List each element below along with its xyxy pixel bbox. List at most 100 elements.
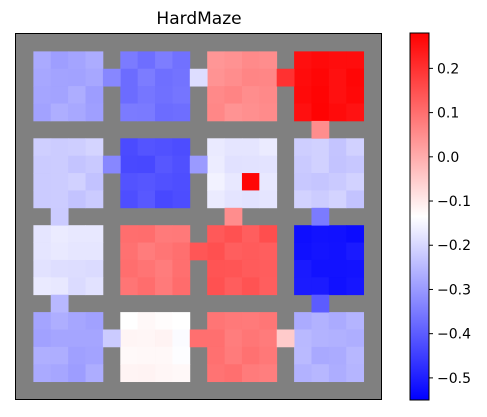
heatmap-cell bbox=[241, 138, 260, 157]
heatmap-cell bbox=[224, 51, 243, 70]
heatmap-cell bbox=[224, 68, 243, 87]
heatmap-cell bbox=[50, 155, 69, 174]
heatmap-cell bbox=[137, 103, 156, 122]
heatmap-cell bbox=[241, 190, 260, 209]
heatmap-cell bbox=[68, 346, 86, 365]
heatmap-cell bbox=[294, 138, 312, 157]
heatmap-cell bbox=[294, 155, 312, 174]
doorway-cell bbox=[224, 207, 243, 226]
heatmap-cell bbox=[172, 346, 191, 365]
maze-heatmap bbox=[16, 34, 381, 399]
heatmap-cell bbox=[346, 103, 365, 122]
doorway-cell bbox=[189, 155, 208, 174]
heatmap-cell bbox=[137, 312, 156, 330]
heatmap-cell-peak bbox=[241, 173, 260, 191]
heatmap-cell bbox=[172, 259, 191, 278]
heatmap-cell bbox=[241, 68, 260, 87]
heatmap-cell bbox=[294, 346, 312, 365]
heatmap-cell bbox=[294, 51, 312, 70]
heatmap-cell bbox=[294, 103, 312, 122]
heatmap-cell bbox=[120, 312, 139, 330]
heatmap-cell bbox=[85, 190, 104, 209]
heatmap-cell bbox=[155, 51, 173, 70]
heatmap-cell bbox=[50, 346, 69, 365]
heatmap-cell bbox=[50, 173, 69, 191]
doorway-cell bbox=[102, 68, 121, 87]
heatmap-cell bbox=[68, 51, 86, 70]
heatmap-cell bbox=[259, 364, 278, 383]
heatmap-cell bbox=[259, 277, 278, 296]
heatmap-cell bbox=[207, 277, 225, 296]
heatmap-cell bbox=[346, 259, 365, 278]
heatmap-cell bbox=[120, 364, 139, 383]
heatmap-cell bbox=[172, 364, 191, 383]
heatmap-cell bbox=[33, 103, 52, 122]
heatmap-cell bbox=[207, 86, 225, 104]
heatmap-cell bbox=[311, 259, 330, 278]
heatmap-cell bbox=[68, 259, 86, 278]
heatmap-cell bbox=[224, 155, 243, 174]
heatmap-cell bbox=[224, 364, 243, 383]
heatmap-cell bbox=[155, 173, 173, 191]
heatmap-cell bbox=[137, 346, 156, 365]
heatmap-cell bbox=[85, 277, 104, 296]
doorway-cell bbox=[311, 120, 330, 139]
heatmap-cell bbox=[50, 51, 69, 70]
heatmap-cell bbox=[120, 190, 139, 209]
heatmap-cell bbox=[294, 190, 312, 209]
heatmap-cell bbox=[137, 173, 156, 191]
heatmap-cell bbox=[33, 86, 52, 104]
heatmap-cell bbox=[172, 225, 191, 243]
heatmap-cell bbox=[241, 346, 260, 365]
heatmap-cell bbox=[224, 173, 243, 191]
doorway-cell bbox=[189, 329, 208, 348]
heatmap-cell bbox=[207, 190, 225, 209]
heatmap-cell bbox=[259, 155, 278, 174]
heatmap-cell bbox=[120, 103, 139, 122]
heatmap-cell bbox=[137, 364, 156, 383]
heatmap-cell bbox=[137, 138, 156, 157]
colorbar-tick-label: 0.2 bbox=[437, 61, 459, 77]
heatmap-cell bbox=[85, 242, 104, 261]
heatmap-cell bbox=[328, 173, 347, 191]
heatmap-cell bbox=[259, 103, 278, 122]
heatmap-cell bbox=[68, 364, 86, 383]
heatmap-cell bbox=[137, 259, 156, 278]
heatmap-cell bbox=[68, 312, 86, 330]
heatmap-cell bbox=[120, 51, 139, 70]
heatmap-cell bbox=[68, 173, 86, 191]
heatmap-cell bbox=[328, 346, 347, 365]
heatmap-cell bbox=[33, 68, 52, 87]
heatmap-cell bbox=[241, 364, 260, 383]
colorbar bbox=[409, 32, 430, 401]
heatmap-cell bbox=[33, 225, 52, 243]
heatmap-cell bbox=[85, 312, 104, 330]
heatmap-cell bbox=[85, 68, 104, 87]
heatmap-cell bbox=[172, 173, 191, 191]
heatmap-cell bbox=[328, 51, 347, 70]
heatmap-cell bbox=[207, 155, 225, 174]
colorbar-tick-label: −0.3 bbox=[437, 282, 471, 298]
heatmap-cell bbox=[50, 277, 69, 296]
heatmap-cell bbox=[224, 259, 243, 278]
heatmap-cell bbox=[224, 277, 243, 296]
heatmap-cell bbox=[294, 86, 312, 104]
heatmap-cell bbox=[50, 190, 69, 209]
heatmap-cell bbox=[172, 242, 191, 261]
heatmap-cell bbox=[259, 173, 278, 191]
heatmap-cell bbox=[259, 190, 278, 209]
heatmap-cell bbox=[155, 364, 173, 383]
heatmap-cell bbox=[155, 138, 173, 157]
heatmap-cell bbox=[328, 138, 347, 157]
heatmap-cell bbox=[346, 312, 365, 330]
heatmap-cell bbox=[311, 312, 330, 330]
heatmap-cell bbox=[241, 51, 260, 70]
heatmap-cell bbox=[172, 138, 191, 157]
heatmap-cell bbox=[294, 242, 312, 261]
heatmap-cell bbox=[224, 225, 243, 243]
heatmap-cell bbox=[311, 173, 330, 191]
plot-frame bbox=[15, 33, 382, 400]
colorbar-tick-label: −0.5 bbox=[437, 371, 471, 387]
heatmap-cell bbox=[207, 225, 225, 243]
